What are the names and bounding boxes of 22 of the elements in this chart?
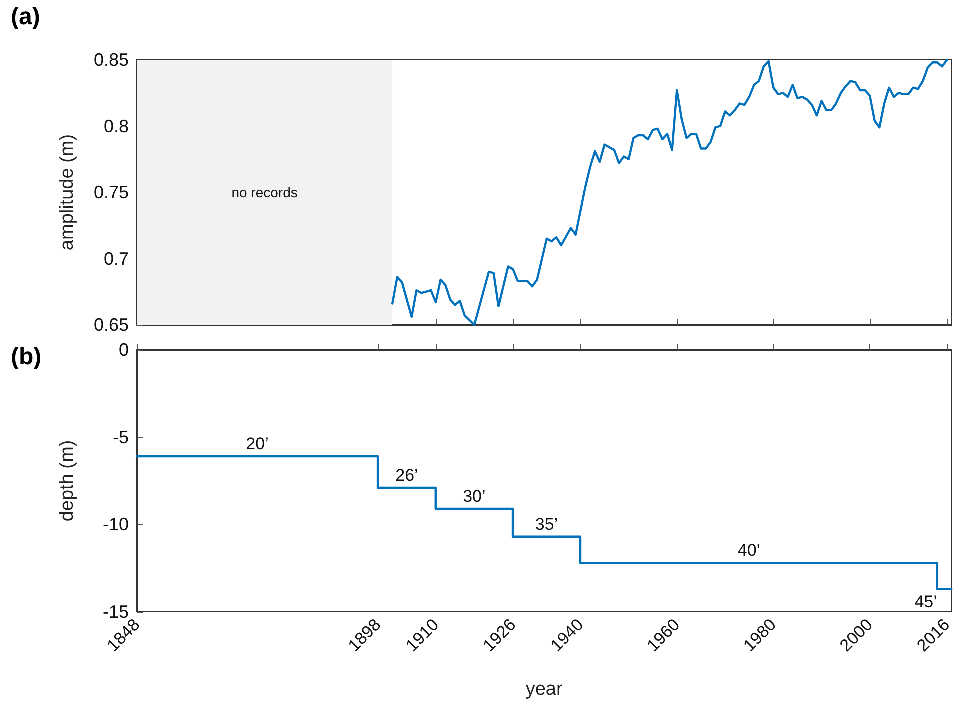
x-axis-title: year xyxy=(526,679,564,700)
y-tick-label: -5 xyxy=(112,427,129,448)
annotation: 30’ xyxy=(463,486,486,506)
y-tick-label: 0 xyxy=(118,340,129,360)
y-tick-label: 0.7 xyxy=(104,248,129,269)
y-tick-label: -15 xyxy=(102,602,129,622)
y-tick-label: 0.85 xyxy=(94,50,129,70)
annotation: 26’ xyxy=(396,466,418,485)
chart-title: (a) xyxy=(11,4,40,30)
chart-title: (b) xyxy=(11,344,42,370)
y-tick-label: -10 xyxy=(102,514,129,535)
y-axis-title: amplitude (m) xyxy=(57,134,78,251)
line-series xyxy=(391,58,948,326)
annotation: 35’ xyxy=(535,514,558,534)
y-axis-title: depth (m) xyxy=(57,440,78,522)
y-tick-label: 0.8 xyxy=(104,116,129,136)
y-tick-label: 0.75 xyxy=(94,182,129,202)
band-label: no records xyxy=(232,184,298,200)
annotation: 20’ xyxy=(246,434,269,454)
annotation: 45’ xyxy=(914,592,938,612)
annotation: 40’ xyxy=(738,541,761,560)
y-tick-label: 0.65 xyxy=(94,315,129,335)
